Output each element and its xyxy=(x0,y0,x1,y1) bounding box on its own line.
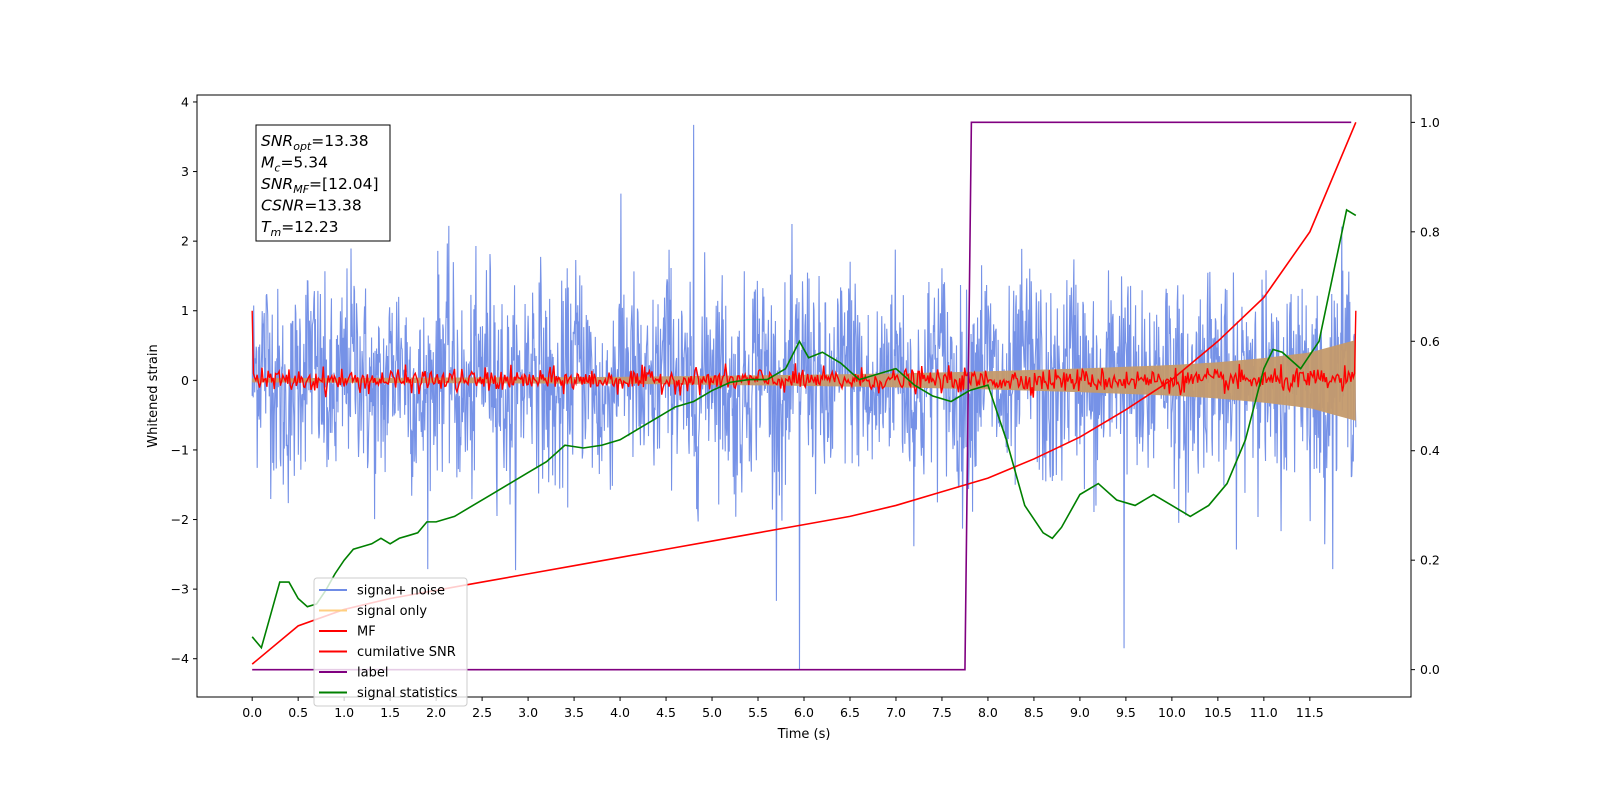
x-tick-label: 7.0 xyxy=(886,705,906,720)
x-tick-label: 0.0 xyxy=(242,705,262,720)
stat-line: SNRopt=13.38 xyxy=(261,132,369,153)
legend-label: signal only xyxy=(357,604,427,619)
y-axis-label: Whitened strain xyxy=(146,344,161,447)
x-tick-label: 11.0 xyxy=(1250,705,1278,720)
stat-line: CSNR=13.38 xyxy=(261,197,362,215)
stat-variable: SNR xyxy=(261,132,293,150)
y-tick-label: −2 xyxy=(171,512,189,527)
x-tick-label: 6.5 xyxy=(840,705,860,720)
stat-line: SNRMF=[12.04] xyxy=(261,175,379,196)
stat-subscript: c xyxy=(274,162,280,175)
x-tick-label: 2.5 xyxy=(472,705,492,720)
x-tick-label: 3.5 xyxy=(564,705,584,720)
x-tick-label: 1.5 xyxy=(380,705,400,720)
stat-subscript: MF xyxy=(293,183,309,196)
y-tick-label: 4 xyxy=(181,94,189,109)
x-tick-label: 6.0 xyxy=(794,705,814,720)
stat-variable: T xyxy=(261,218,272,236)
stat-subscript: m xyxy=(270,226,281,239)
y-tick-label: 1 xyxy=(181,303,189,318)
stat-line: Tm=12.23 xyxy=(261,218,339,239)
legend-label: signal statistics xyxy=(357,686,458,701)
y-tick-label: −3 xyxy=(171,582,189,597)
stat-value: =5.34 xyxy=(280,154,328,172)
x-tick-label: 7.5 xyxy=(932,705,952,720)
right-y-tick-label: 0.2 xyxy=(1420,553,1440,568)
x-tick-label: 10.0 xyxy=(1158,705,1186,720)
stat-value: =13.38 xyxy=(311,132,368,150)
x-tick-label: 3.0 xyxy=(518,705,538,720)
stat-line: Mc=5.34 xyxy=(261,154,328,175)
series-label xyxy=(252,121,1352,671)
y-tick-label: 2 xyxy=(181,234,189,249)
x-tick-label: 2.0 xyxy=(426,705,446,720)
y-tick-label: −4 xyxy=(171,651,189,666)
right-y-tick-label: 0.4 xyxy=(1420,443,1440,458)
legend-frame xyxy=(313,577,468,707)
legend-label: label xyxy=(357,666,388,681)
right-y-tick-label: 0.0 xyxy=(1420,662,1440,677)
x-tick-label: 8.0 xyxy=(978,705,998,720)
x-tick-label: 9.5 xyxy=(1116,705,1136,720)
stat-variable: CSNR xyxy=(261,197,304,215)
legend-label: cumilative SNR xyxy=(357,645,456,660)
x-tick-label: 4.0 xyxy=(610,705,630,720)
stat-variable: SNR xyxy=(261,175,293,193)
right-y-tick-label: 1.0 xyxy=(1420,115,1440,130)
y-tick-label: 0 xyxy=(181,373,189,388)
right-y-axis-ticks: 1.0 0.8 0.6 0.4 0.2 0.0 xyxy=(1411,115,1440,677)
x-tick-label: 5.5 xyxy=(748,705,768,720)
x-tick-label: 1.0 xyxy=(334,705,354,720)
x-tick-label: 4.5 xyxy=(656,705,676,720)
stat-variable: M xyxy=(261,154,274,172)
right-y-tick-label: 0.8 xyxy=(1420,224,1440,239)
x-tick-label: 8.5 xyxy=(1024,705,1044,720)
series-signal-statistics xyxy=(251,208,1357,650)
x-axis-label: Time (s) xyxy=(777,727,831,742)
stats-box: SNRopt=13.38Mc=5.34SNRMF=[12.04]CSNR=13.… xyxy=(255,124,391,242)
x-tick-label: 5.0 xyxy=(702,705,722,720)
right-y-tick-label: 0.6 xyxy=(1420,334,1440,349)
x-tick-label: 0.5 xyxy=(288,705,308,720)
stat-value: =12.23 xyxy=(281,218,338,236)
y-axis-ticks: 4 3 2 1 0 −1 −2 −3 −4 xyxy=(171,94,197,666)
x-tick-label: 10.5 xyxy=(1204,705,1232,720)
stat-value: =[12.04] xyxy=(309,175,378,193)
stat-subscript: opt xyxy=(293,140,312,153)
x-tick-label: 11.5 xyxy=(1296,705,1324,720)
legend: signal+ noise signal only MF cumilative SNR… xyxy=(313,577,468,707)
y-tick-label: −1 xyxy=(171,442,189,457)
stat-value: =13.38 xyxy=(304,197,361,215)
stats-box-frame xyxy=(255,124,391,242)
legend-label: signal+ noise xyxy=(357,584,445,599)
x-tick-label: 9.0 xyxy=(1070,705,1090,720)
legend-label: MF xyxy=(357,625,376,640)
x-axis-ticks: 0.0 0.5 1.0 1.5 2.0 2.5 3.0 3.5 4.0 4.5 5.0 5.5 6.0 6… xyxy=(242,697,1324,720)
y-tick-label: 3 xyxy=(181,164,189,179)
series-signal-noise xyxy=(251,124,1357,670)
